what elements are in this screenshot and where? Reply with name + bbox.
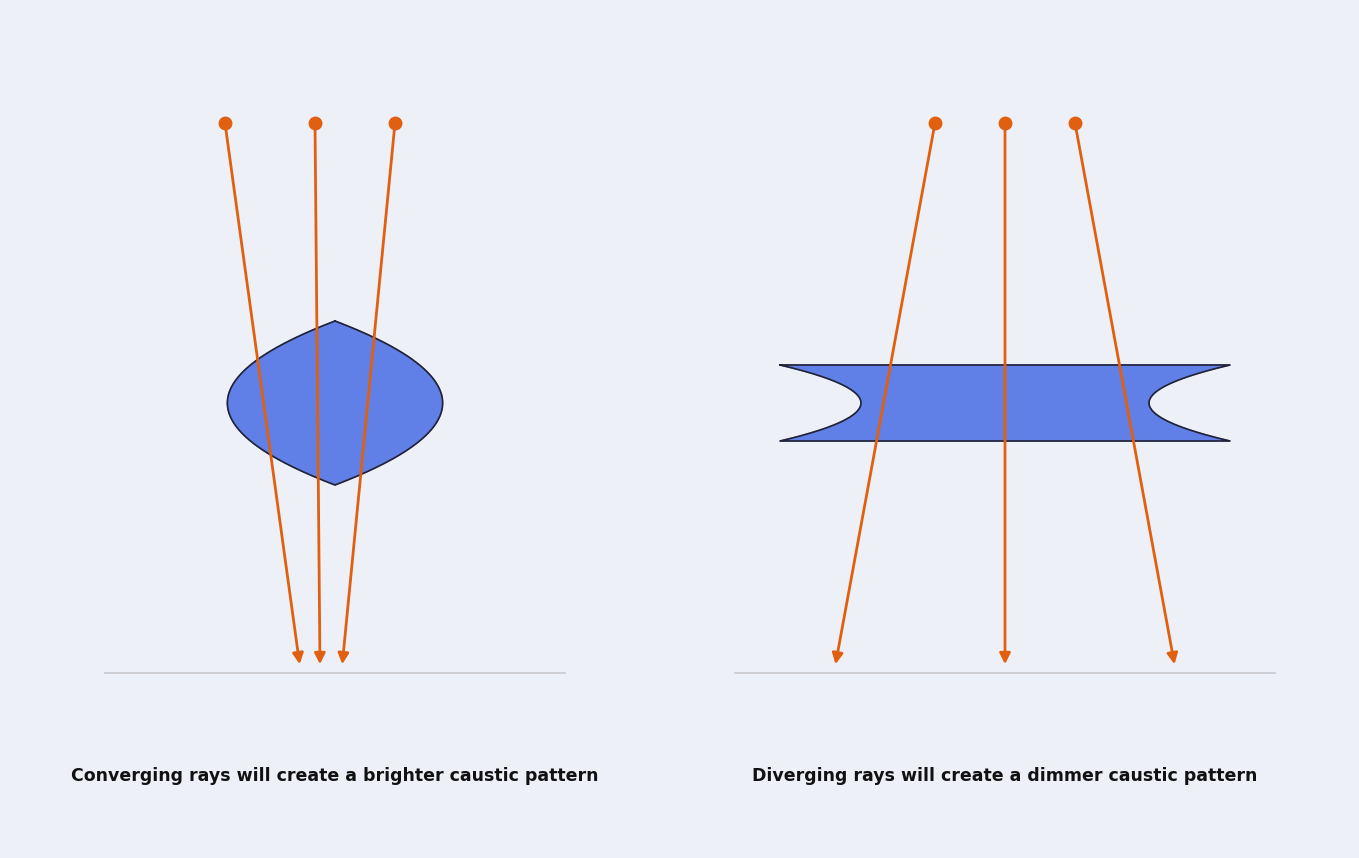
Polygon shape	[780, 365, 1230, 441]
Polygon shape	[227, 321, 443, 485]
Text: Converging rays will create a brighter caustic pattern: Converging rays will create a brighter c…	[71, 767, 599, 785]
Text: Diverging rays will create a dimmer caustic pattern: Diverging rays will create a dimmer caus…	[753, 767, 1257, 785]
